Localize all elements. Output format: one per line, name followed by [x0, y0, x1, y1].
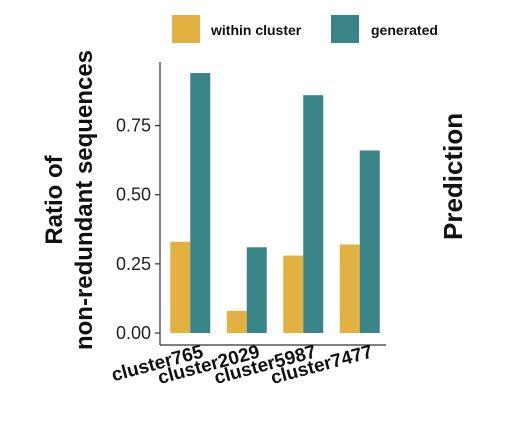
- bars: [170, 73, 380, 334]
- y-tick-label: 0.75: [116, 116, 151, 136]
- y-tick-label: 0.25: [116, 254, 151, 274]
- y-tick-label: 0.00: [116, 323, 151, 343]
- bar-generated-cluster7477: [359, 150, 380, 333]
- bar-within-cluster-cluster7477: [339, 244, 360, 333]
- legend-swatch-within-cluster: [172, 15, 200, 43]
- y-axis-ticks: 0.00 0.25 0.50 0.75: [116, 116, 160, 343]
- y-tick-label: 0.50: [116, 185, 151, 205]
- legend-label-generated: generated: [371, 22, 438, 38]
- bar-within-cluster-cluster765: [170, 241, 191, 333]
- legend: within cluster generated: [172, 15, 438, 43]
- y-axis-title: Ratio of non-redundant sequences: [41, 50, 98, 350]
- adjacent-panel-label: Prediction: [438, 113, 468, 240]
- bar-within-cluster-cluster2029: [226, 310, 247, 333]
- bar-generated-cluster5987: [303, 95, 324, 333]
- y-axis-title-line2: non-redundant sequences: [71, 50, 98, 350]
- bar-within-cluster-cluster5987: [283, 255, 304, 333]
- legend-label-within-cluster: within cluster: [210, 22, 302, 38]
- legend-swatch-generated: [331, 15, 359, 43]
- y-axis-title-line1: Ratio of: [41, 154, 68, 244]
- x-axis-labels: cluster765cluster2029cluster5987cluster7…: [109, 341, 375, 388]
- bar-generated-cluster2029: [246, 247, 267, 333]
- bar-generated-cluster765: [190, 73, 211, 334]
